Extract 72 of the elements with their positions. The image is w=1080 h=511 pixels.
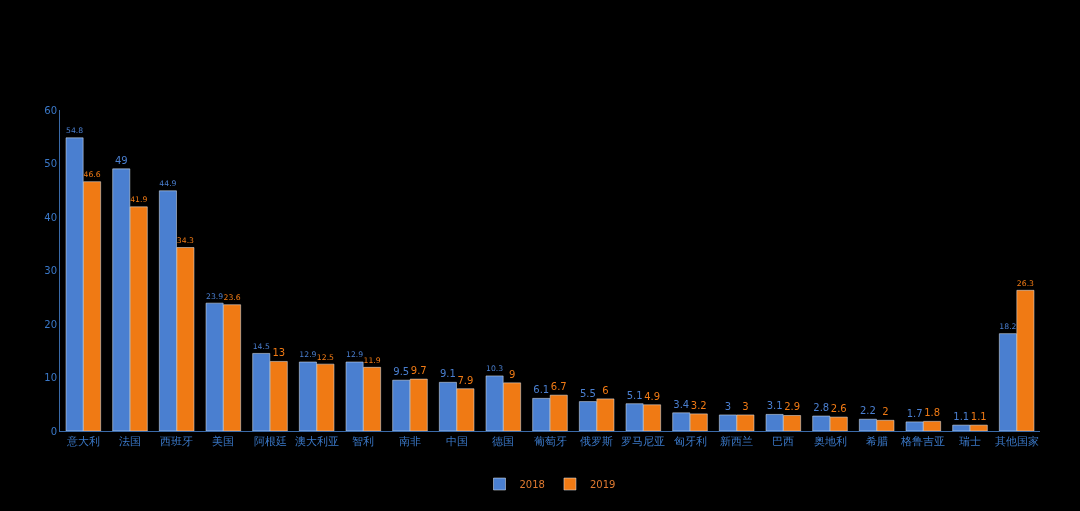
x-tick-label: 瑞士	[959, 435, 981, 449]
x-tick-label: 德国	[492, 435, 515, 449]
x-tick-label: 南非	[399, 435, 421, 449]
data-label: 2.8	[813, 402, 830, 414]
data-label: 9.7	[410, 365, 427, 377]
data-label: 1.8	[924, 407, 941, 419]
x-tick-label: 希腊	[865, 435, 888, 449]
data-label: 3.2	[690, 399, 707, 411]
data-label: 12.9	[346, 350, 364, 360]
x-tick-label: 澳大利亚	[294, 435, 339, 449]
data-label: 1.1	[953, 411, 970, 423]
x-tick-label: 罗马尼亚	[621, 435, 666, 449]
data-label: 9	[508, 368, 516, 380]
data-label: 6	[602, 384, 609, 396]
data-label: 2.9	[784, 401, 801, 413]
data-label: 23.6	[223, 293, 241, 303]
data-label: 3.1	[766, 400, 783, 412]
data-label: 4.9	[644, 390, 661, 402]
y-tick-label: 60	[44, 104, 57, 116]
data-label: 18.2	[999, 322, 1017, 332]
data-label: 2.6	[830, 403, 847, 415]
data-label: 13	[272, 347, 286, 359]
data-label: 5.5	[579, 387, 596, 399]
x-tick-label: 美国	[212, 435, 235, 449]
x-tick-label: 巴西	[772, 435, 795, 449]
x-tick-label: 中国	[445, 435, 468, 449]
data-label: 5.1	[626, 389, 643, 401]
data-label: 2	[882, 406, 889, 418]
legend-label: 2018	[519, 478, 545, 490]
y-tick-label: 20	[44, 318, 57, 330]
data-label: 3	[742, 400, 749, 412]
data-label: 1.1	[970, 411, 987, 423]
x-tick-label: 俄罗斯	[580, 435, 614, 449]
data-label: 12.9	[299, 350, 317, 360]
x-tick-label: 阿根廷	[253, 435, 287, 449]
y-tick-label: 0	[50, 425, 57, 437]
y-tick-label: 10	[44, 372, 57, 383]
x-tick-label: 智利	[352, 435, 375, 449]
data-label: 10.3	[486, 364, 504, 374]
data-label: 41.9	[130, 195, 148, 205]
y-tick-label: 30	[44, 265, 57, 276]
x-tick-label: 法国	[119, 435, 141, 449]
data-label: 3	[724, 400, 732, 412]
data-label: 7.9	[457, 374, 474, 386]
x-tick-label: 其他国家	[994, 435, 1039, 449]
x-tick-label: 葡萄牙	[533, 435, 567, 449]
x-tick-label: 西班牙	[160, 435, 194, 449]
data-label: 44.9	[159, 179, 177, 189]
data-label: 3.4	[673, 398, 690, 410]
data-label: 6.7	[550, 381, 567, 393]
data-label: 12.5	[316, 352, 335, 362]
x-tick-label: 匈牙利	[673, 435, 707, 449]
y-tick-label: 40	[44, 211, 57, 223]
data-label: 54.8	[66, 126, 84, 136]
x-tick-label: 新西兰	[720, 435, 754, 449]
data-label: 11.9	[363, 355, 381, 365]
data-label: 9.5	[393, 366, 410, 378]
data-label: 6.1	[533, 384, 550, 396]
y-tick-label: 50	[44, 158, 57, 169]
data-label: 23.9	[206, 291, 224, 301]
data-label: 14.5	[252, 341, 270, 351]
data-label: 46.6	[83, 170, 101, 180]
data-label: 49	[114, 154, 128, 166]
x-tick-label: 格鲁吉亚	[900, 435, 946, 449]
legend-label: 2019	[589, 478, 616, 490]
data-label: 2.2	[859, 405, 876, 417]
x-tick-label: 意大利	[65, 435, 100, 449]
x-tick-label: 奥地利	[813, 435, 847, 449]
data-label: 34.3	[176, 235, 195, 245]
data-label: 9.1	[439, 368, 456, 380]
data-label: 1.7	[906, 407, 923, 419]
data-label: 26.3	[1016, 278, 1035, 288]
